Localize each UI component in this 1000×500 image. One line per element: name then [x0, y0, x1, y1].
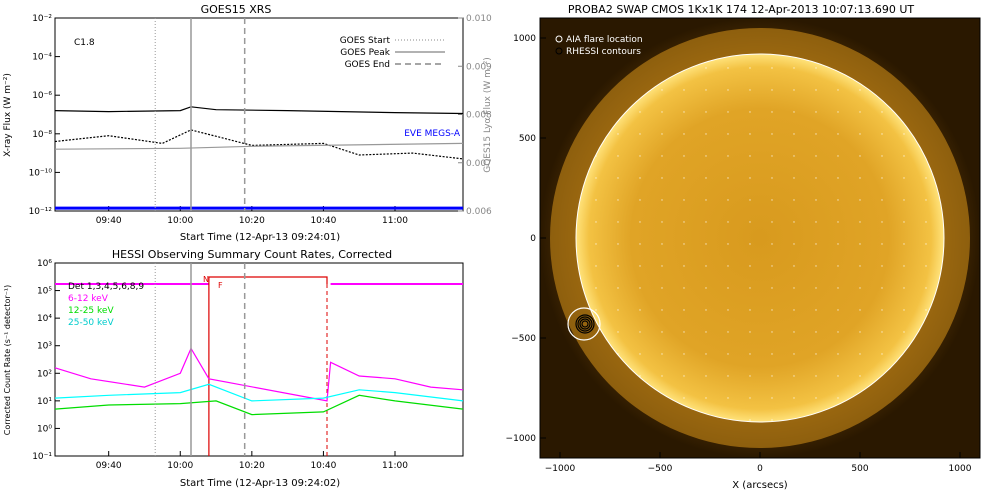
flare-marker	[567, 307, 601, 341]
hessi-panel: HESSI Observing Summary Count Rates, Cor…	[3, 248, 464, 489]
night-flag: N	[203, 275, 209, 284]
goes-x-label: Start Time (12-Apr-13 09:24:01)	[180, 232, 340, 243]
y-right-tick-label: 0.006	[466, 207, 492, 217]
x-tick-label: −1000	[545, 464, 576, 474]
swap-x-label: X (arcsecs)	[732, 480, 788, 491]
hessi-plot-frame	[54, 262, 464, 457]
swap-title: PROBA2 SWAP CMOS 1Kx1K 174 12-Apr-2013 1…	[568, 3, 915, 16]
x-tick-label: 10:40	[310, 216, 336, 226]
rhessi-contour	[577, 316, 593, 332]
eve-label: EVE MEGS-A	[404, 129, 461, 139]
hessi-x-axis: 09:40 10:00 10:20 10:40 11:00	[96, 451, 408, 471]
legend-aia: AIA flare location	[566, 35, 643, 45]
y-right-tick-label: 0.009	[466, 62, 492, 72]
y-tick-label: 0	[530, 234, 536, 244]
y-tick-label: 10⁵	[37, 287, 52, 297]
y-tick-label: 10⁰	[37, 424, 52, 434]
hessi-series	[54, 263, 464, 456]
y-tick-label: 10³	[37, 342, 52, 352]
y-tick-label: 10⁻¹²	[29, 207, 53, 217]
y-tick-label: 10⁻¹⁰	[29, 168, 53, 178]
series-line-lyman	[54, 142, 464, 150]
x-tick-label: 500	[851, 464, 868, 474]
flare-flag: F	[218, 281, 223, 290]
y-tick-label: 10¹	[37, 397, 52, 407]
y-tick-label: 1000	[513, 34, 536, 44]
y-tick-label: 10⁻⁴	[32, 53, 52, 63]
y-right-tick-label: 0.008	[466, 111, 492, 121]
x-tick-label: 09:40	[96, 216, 122, 226]
goes-y-label-right: GOES15 Lyα Flux (W m⁻²)	[483, 57, 493, 173]
legend-12-25: 12-25 keV	[68, 306, 114, 316]
swap-legend: AIA flare location RHESSI contours	[555, 35, 643, 57]
y-tick-label: 10²	[37, 369, 52, 379]
hessi-title: HESSI Observing Summary Count Rates, Cor…	[112, 248, 392, 261]
legend-25-50: 25-50 keV	[68, 318, 114, 328]
x-tick-label: 10:20	[239, 216, 265, 226]
goes-plot-frame	[54, 17, 464, 212]
night-flag-bar	[208, 276, 328, 456]
series-line-long	[54, 106, 464, 115]
x-tick-label: 11:00	[382, 461, 408, 471]
goes-xrs-panel: GOES15 XRS 10⁻² 10⁻⁴ 10⁻⁶ 10⁻⁸ 10⁻¹⁰ 10⁻¹² 0.…	[3, 3, 493, 243]
limb-outline	[575, 53, 945, 423]
y-tick-label: 500	[519, 134, 536, 144]
y-right-tick-label: 0.007	[466, 159, 492, 169]
legend-goes-peak: GOES Peak	[340, 48, 390, 58]
legend-detectors: Det 1,3,4,5,6,8,9	[68, 282, 144, 292]
aia-flare-circle	[567, 307, 601, 341]
series-line-6-12-kev	[54, 347, 464, 402]
y-tick-label: 10⁻²	[32, 14, 52, 24]
goes-title: GOES15 XRS	[201, 3, 272, 16]
rhessi-contour	[579, 318, 591, 330]
x-tick-label: 1000	[949, 464, 972, 474]
rhessi-contour	[581, 320, 589, 328]
y-tick-label: 10⁻⁸	[32, 130, 52, 140]
hessi-x-label: Start Time (12-Apr-13 09:24:02)	[180, 478, 340, 489]
hessi-legend: Det 1,3,4,5,6,8,9 6-12 keV 12-25 keV 25-…	[68, 282, 144, 328]
x-tick-label: 10:00	[167, 461, 193, 471]
heliographic-grid	[576, 54, 944, 422]
y-right-tick-label: 0.010	[466, 14, 492, 24]
hessi-y-axis: 10⁶ 10⁵ 10⁴ 10³ 10² 10¹ 10⁰ 10⁻¹	[32, 259, 60, 462]
x-tick-label: 10:40	[310, 461, 336, 471]
x-tick-label: 0	[757, 464, 763, 474]
legend-goes-end: GOES End	[345, 60, 390, 70]
goes-y-label: X-ray Flux (W m⁻²)	[3, 73, 13, 157]
swap-x-axis: −1000 −500 0 500 1000	[545, 452, 972, 474]
y-tick-label: 10⁶	[37, 259, 52, 269]
x-tick-label: 10:00	[167, 216, 193, 226]
y-tick-label: −500	[511, 334, 536, 344]
series-line-short	[54, 129, 464, 160]
x-tick-label: 11:00	[382, 216, 408, 226]
series-line-12-25-kev	[54, 394, 464, 416]
legend-rhessi: RHESSI contours	[566, 47, 641, 57]
goes-flare-class: C1.8	[74, 38, 95, 48]
hessi-y-label: Corrected Count Rate (s⁻¹ detector⁻¹)	[3, 285, 12, 436]
goes-series	[54, 18, 464, 211]
goes-y-axis-right: 0.010 0.009 0.008 0.007 0.006	[458, 14, 492, 217]
x-tick-label: 09:40	[96, 461, 122, 471]
y-tick-label: 10⁻⁶	[32, 91, 52, 101]
y-tick-label: 10⁴	[37, 314, 52, 324]
goes-y-axis: 10⁻² 10⁻⁴ 10⁻⁶ 10⁻⁸ 10⁻¹⁰ 10⁻¹²	[29, 14, 60, 217]
series-line-25-50-kev	[54, 383, 464, 402]
rhessi-contour	[575, 314, 595, 334]
swap-image-panel: PROBA2 SWAP CMOS 1Kx1K 174 12-Apr-2013 1…	[506, 3, 981, 491]
goes-legend: GOES Start GOES Peak GOES End	[340, 36, 445, 70]
x-tick-label: −500	[648, 464, 673, 474]
y-tick-label: 10⁻¹	[32, 452, 52, 462]
swap-y-axis: 1000 500 0 −500 −1000	[506, 34, 546, 444]
legend-6-12: 6-12 keV	[68, 294, 109, 304]
legend-goes-start: GOES Start	[340, 36, 391, 46]
y-tick-label: −1000	[506, 434, 537, 444]
x-tick-label: 10:20	[239, 461, 265, 471]
